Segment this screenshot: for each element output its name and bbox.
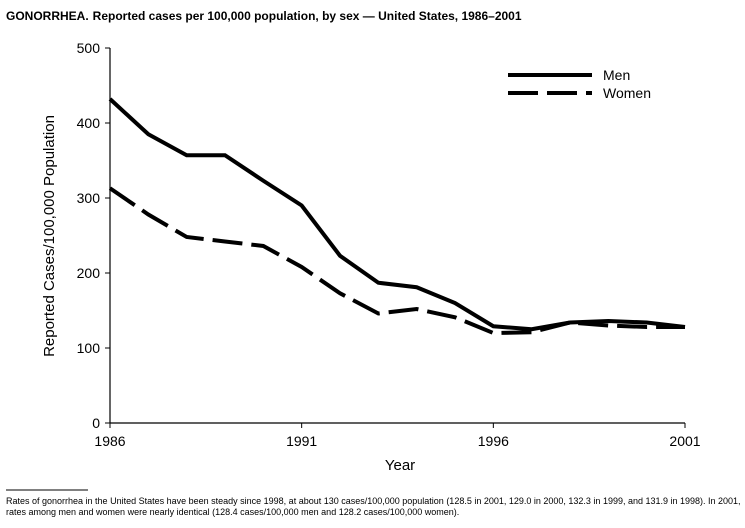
footnote: Rates of gonorrhea in the United States … [6,496,741,517]
x-tick-label: 1996 [478,433,509,449]
x-tick-label: 2001 [669,433,700,449]
y-tick-label: 0 [92,415,100,431]
legend-label: Men [603,67,630,83]
y-tick-label: 100 [77,340,101,356]
y-tick-label: 300 [77,190,101,206]
series-line [108,186,685,336]
y-axis-title: Reported Cases/100,000 Population [41,115,58,357]
legend-label: Women [603,85,651,101]
x-tick-label: 1986 [94,433,125,449]
series-line [108,97,686,332]
title-rest: Reported cases per 100,000 population, b… [93,9,522,23]
y-tick-label: 400 [77,115,101,131]
y-tick-label: 500 [77,40,101,56]
x-axis-title: Year [385,457,415,474]
chart-title: GONORRHEA. Reported cases per 100,000 pop… [6,9,522,23]
title-bold: GONORRHEA. [6,9,89,23]
x-tick-label: 1991 [286,433,317,449]
y-tick-label: 200 [77,265,101,281]
